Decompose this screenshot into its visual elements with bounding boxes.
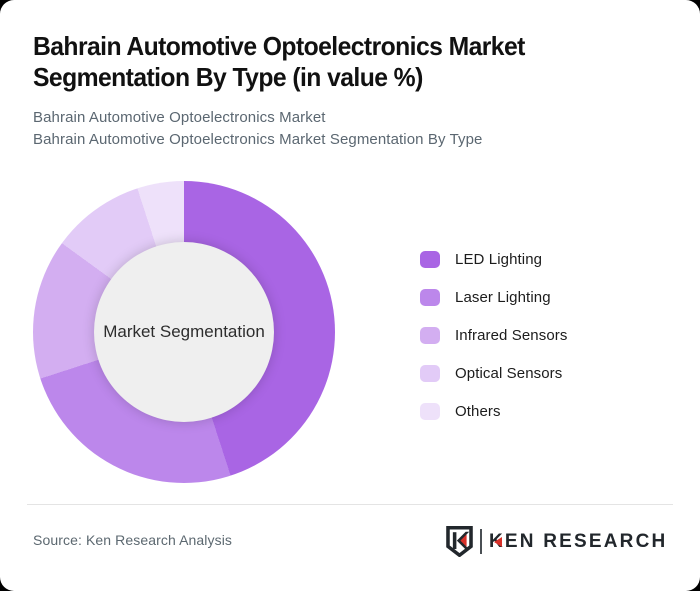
logo-separator [480,529,482,554]
chart-subtitle: Bahrain Automotive Optoelectronics Marke… [33,107,483,151]
donut-chart: Market Segmentation [33,181,335,483]
legend-item: Infrared Sensors [420,327,568,344]
legend-item-label: Laser Lighting [455,289,551,306]
ken-research-logo: KEN RESEARCH [445,526,667,557]
source-note: Source: Ken Research Analysis [33,532,233,548]
legend: LED Lighting Laser Lighting Infrared Sen… [420,251,568,441]
subtitle-line-1: Bahrain Automotive Optoelectronics Marke… [33,109,326,126]
shield-k-icon [446,526,473,557]
logo-k-red-triangle-icon [494,536,502,547]
legend-item-label: Infrared Sensors [455,327,568,344]
subtitle-line-2: Bahrain Automotive Optoelectronics Marke… [33,131,483,148]
legend-swatch-icon [420,251,440,268]
legend-item-label: Optical Sensors [455,365,563,382]
legend-swatch-icon [420,289,440,306]
legend-item: Optical Sensors [420,365,568,382]
page-title-line-2: Segmentation By Type (in value %) [33,62,423,92]
legend-swatch-icon [420,327,440,344]
donut-hole: Market Segmentation [94,242,274,422]
donut-chart-area: Market Segmentation [33,181,335,483]
legend-swatch-icon [420,365,440,382]
legend-item-label: LED Lighting [455,251,543,268]
legend-item: Laser Lighting [420,289,568,306]
donut-center-label: Market Segmentation [103,322,265,341]
legend-item: Others [420,403,568,420]
page-title: Bahrain Automotive Optoelectronics Marke… [33,31,603,93]
logo-text-wrap: KEN RESEARCH [489,531,667,553]
footer-divider [27,504,673,505]
legend-item-label: Others [455,403,501,420]
page-title-line-1: Bahrain Automotive Optoelectronics Marke… [33,31,525,61]
legend-item: LED Lighting [420,251,568,268]
logo-text: KEN RESEARCH [489,530,668,552]
legend-swatch-icon [420,403,440,420]
